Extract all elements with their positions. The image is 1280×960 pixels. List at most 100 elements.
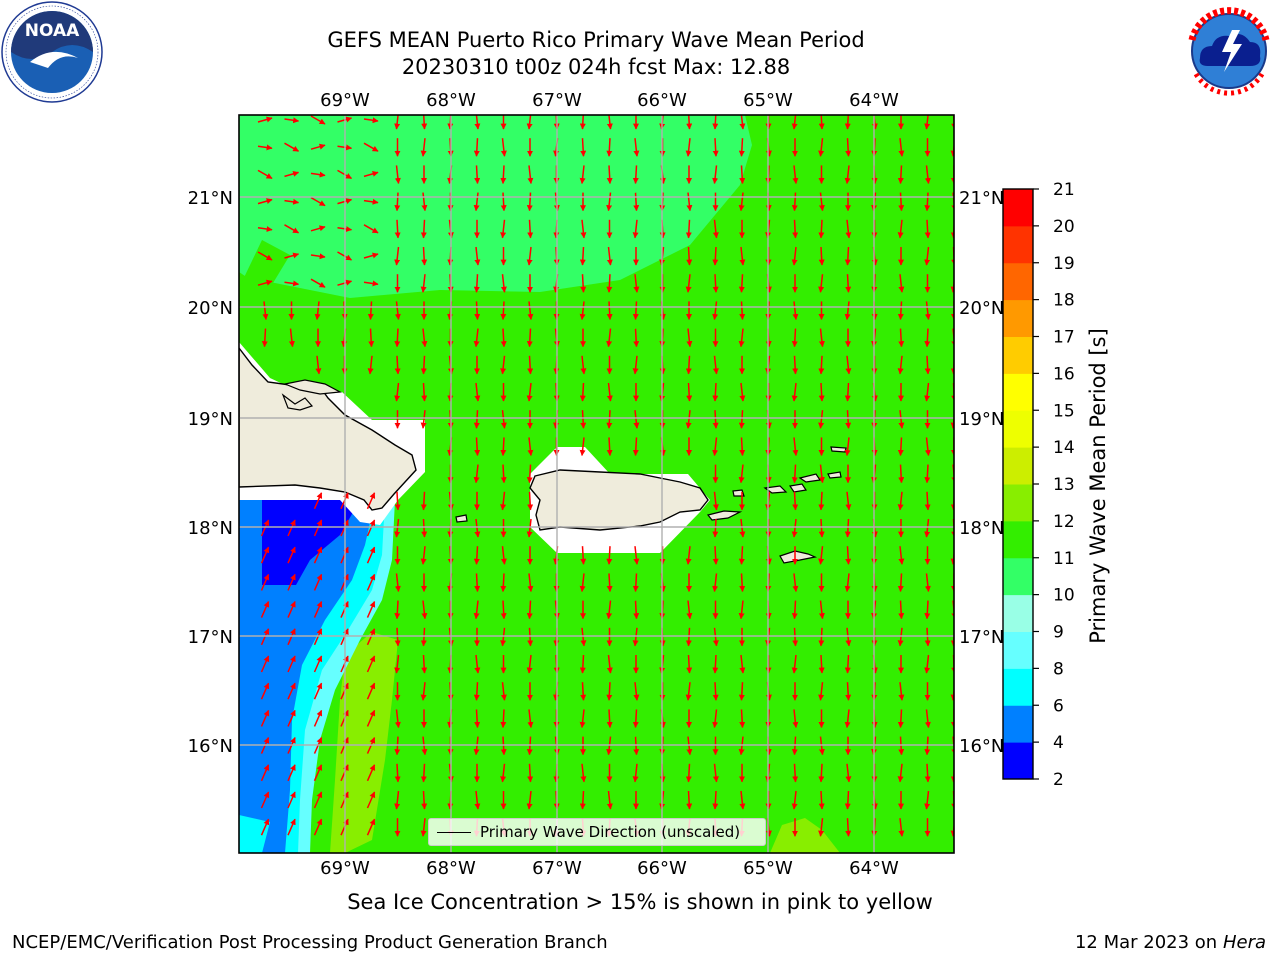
wave-arrow bbox=[260, 764, 270, 782]
lon-label-bottom: 67°W bbox=[532, 858, 582, 879]
wave-arrow bbox=[527, 709, 534, 728]
wave-arrow bbox=[287, 709, 296, 727]
wave-arrow bbox=[394, 518, 401, 538]
wave-arrow bbox=[898, 410, 905, 429]
wave-arrow bbox=[313, 709, 323, 727]
wave-arrow bbox=[366, 709, 376, 727]
wave-arrow bbox=[712, 790, 719, 810]
wave-arrow bbox=[367, 301, 374, 320]
wave-arrow bbox=[738, 464, 745, 484]
wave-arrow bbox=[606, 573, 613, 592]
colorbar-tick-label: 21 bbox=[1053, 180, 1075, 200]
wave-arrow bbox=[579, 165, 586, 184]
wave-arrow bbox=[527, 219, 534, 239]
wave-arrow bbox=[366, 628, 376, 646]
colorbar-tick-label: 9 bbox=[1053, 623, 1064, 643]
colorbar-tick-label: 14 bbox=[1053, 438, 1075, 458]
wave-arrow bbox=[632, 165, 639, 184]
colorbar-segment bbox=[1003, 557, 1033, 596]
wave-arrow bbox=[260, 655, 270, 673]
wave-arrow bbox=[897, 301, 904, 320]
wave-arrow bbox=[315, 355, 322, 375]
wave-arrow bbox=[712, 627, 719, 647]
wave-arrow bbox=[818, 328, 825, 348]
wave-arrow bbox=[818, 192, 825, 212]
wave-arrow bbox=[792, 355, 799, 375]
map-area bbox=[239, 115, 954, 853]
wave-arrow bbox=[897, 573, 904, 592]
wave-arrow bbox=[310, 196, 326, 207]
colorbar-tick-label: 16 bbox=[1053, 364, 1075, 384]
wave-arrow bbox=[363, 224, 379, 234]
wave-arrow bbox=[313, 682, 323, 700]
wave-arrow bbox=[500, 464, 507, 484]
wave-arrow bbox=[420, 491, 427, 511]
wave-arrow bbox=[287, 655, 296, 673]
wave-arrow bbox=[474, 790, 481, 810]
wave-arrow bbox=[897, 355, 904, 375]
wave-arrow bbox=[310, 253, 326, 260]
wave-arrow bbox=[712, 382, 719, 402]
wave-arrow bbox=[924, 763, 931, 783]
wave-arrow bbox=[366, 492, 376, 510]
wave-arrow bbox=[818, 382, 825, 402]
wave-arrow bbox=[844, 654, 851, 674]
wave-arrow bbox=[898, 274, 905, 293]
wave-arrow bbox=[500, 138, 507, 157]
wave-arrow bbox=[260, 519, 270, 537]
colorbar-segment bbox=[1003, 668, 1033, 706]
wave-arrow bbox=[474, 246, 481, 266]
wave-arrow bbox=[792, 437, 799, 456]
wave-arrow bbox=[633, 546, 640, 565]
land-mona-island bbox=[455, 514, 468, 523]
wave-arrow bbox=[421, 518, 428, 538]
legend-line-sample bbox=[437, 832, 471, 833]
wave-arrow bbox=[313, 628, 323, 646]
period-field-12-13-east bbox=[770, 818, 840, 853]
wave-arrow bbox=[712, 654, 719, 674]
sea-ice-note: Sea Ice Concentration > 15% is shown in … bbox=[347, 890, 933, 914]
map-legend: Primary Wave Direction (unscaled) bbox=[428, 818, 766, 846]
wave-arrow bbox=[260, 791, 270, 809]
wave-arrow bbox=[818, 763, 825, 783]
wave-arrow bbox=[792, 219, 799, 239]
wave-arrow bbox=[257, 169, 273, 180]
wave-arrow bbox=[924, 790, 931, 810]
wave-arrow bbox=[844, 709, 851, 728]
land-vieques bbox=[706, 510, 743, 521]
lon-label-top: 68°W bbox=[426, 90, 476, 111]
wave-arrow bbox=[500, 491, 507, 511]
wave-arrow bbox=[420, 219, 427, 239]
wave-arrow bbox=[579, 382, 586, 402]
wave-arrow bbox=[287, 764, 296, 782]
wave-arrow bbox=[791, 600, 798, 620]
wave-arrow bbox=[473, 546, 480, 565]
wave-arrow bbox=[897, 165, 904, 184]
wave-arrow bbox=[527, 573, 534, 592]
wave-arrow bbox=[394, 790, 401, 810]
wave-arrow bbox=[500, 410, 507, 429]
wave-arrow bbox=[363, 117, 379, 124]
wave-arrow bbox=[685, 763, 692, 783]
wave-arrow bbox=[313, 601, 323, 618]
wave-arrow bbox=[287, 791, 296, 809]
wave-arrow bbox=[420, 682, 427, 701]
colorbar-segment bbox=[1003, 484, 1033, 522]
wave-arrow bbox=[686, 192, 693, 212]
wave-arrow bbox=[526, 518, 533, 538]
wave-arrow bbox=[818, 600, 825, 620]
wave-arrow bbox=[473, 274, 480, 293]
wave-arrow bbox=[500, 437, 507, 456]
wave-arrow bbox=[791, 518, 798, 538]
wave-arrow bbox=[686, 654, 693, 674]
wave-arrow bbox=[500, 573, 507, 592]
wave-arrow bbox=[500, 600, 507, 620]
wave-arrow bbox=[791, 790, 798, 810]
wave-arrow bbox=[818, 518, 825, 538]
wave-arrow bbox=[791, 192, 798, 212]
wave-arrow bbox=[924, 115, 931, 130]
wave-arrow bbox=[924, 573, 931, 592]
wave-arrow bbox=[363, 170, 379, 178]
wave-arrow bbox=[606, 328, 613, 348]
lat-label-left: 19°N bbox=[188, 409, 233, 430]
